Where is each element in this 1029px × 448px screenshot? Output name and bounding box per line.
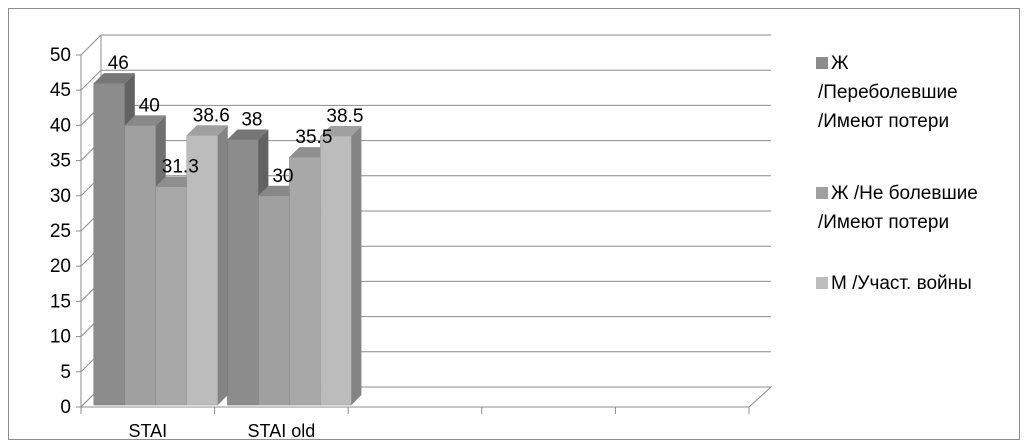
bar-side <box>217 125 228 406</box>
legend-entry: Ж/Переболевшие/Имеют потери <box>816 53 958 132</box>
bar-top <box>227 129 269 140</box>
y-tick-label: 40 <box>50 115 71 136</box>
data-label: 46 <box>108 53 129 74</box>
data-label: 40 <box>139 95 160 116</box>
bar <box>186 125 228 406</box>
legend-label: Ж /Не болевшие <box>831 183 978 204</box>
y-tick-label: 0 <box>60 397 71 418</box>
legend-label: Ж <box>831 53 849 74</box>
bar-top <box>93 73 135 84</box>
data-label: 31.3 <box>162 157 199 178</box>
legend-label: /Переболевшие <box>818 82 958 103</box>
data-label: 38.5 <box>326 106 363 127</box>
legend-entry: Ж /Не болевшие/Имеют потери <box>816 183 978 233</box>
y-tick-label: 45 <box>50 80 71 101</box>
bar-front <box>124 125 157 406</box>
bar <box>320 125 362 406</box>
legend-label: /Имеют потери <box>818 111 949 132</box>
bar-top <box>186 125 228 136</box>
legend-swatch <box>816 187 828 199</box>
y-tick-label: 20 <box>50 256 71 277</box>
legend-swatch <box>816 57 828 69</box>
y-tick-label: 50 <box>50 45 71 66</box>
data-label: 30 <box>272 166 293 187</box>
chart-area: 0 5 10 15 20 25 30 35 40 45 50 STAI STAI old 46 40 31.3… <box>8 8 1020 441</box>
legend-swatch <box>816 277 828 289</box>
y-tick-label: 25 <box>50 221 71 242</box>
bar-front <box>289 156 321 406</box>
data-label: 38 <box>241 109 262 130</box>
legend-label: М /Участ. войны <box>831 273 972 294</box>
data-label: 38.6 <box>193 105 230 126</box>
bar-chart: 0 5 10 15 20 25 30 35 40 45 50 STAI STAI old 46 40 31.3… <box>50 34 978 441</box>
legend-entry: М /Участ. войны <box>816 273 972 294</box>
bar-front <box>93 82 126 406</box>
x-tick-label: STAI old <box>248 421 316 441</box>
bar-front <box>258 195 290 406</box>
y-tick-label: 35 <box>50 151 71 172</box>
bar-front <box>320 135 352 406</box>
x-tick-label: STAI <box>128 421 167 441</box>
bar-front <box>186 135 219 406</box>
gridline-side <box>80 69 102 91</box>
bar-side <box>351 125 362 406</box>
bar-top <box>320 125 362 136</box>
bars <box>93 73 362 406</box>
bar-top <box>124 115 166 126</box>
bar-front <box>227 139 259 406</box>
data-label: 35.5 <box>295 127 332 148</box>
y-tick-label: 30 <box>50 186 71 207</box>
y-tick-label: 5 <box>60 362 71 383</box>
y-tick-label: 15 <box>50 291 71 312</box>
gridline-side <box>80 34 102 56</box>
y-tick-label: 10 <box>50 327 71 348</box>
bar-front <box>155 186 188 406</box>
legend-label: /Имеют потери <box>818 212 949 233</box>
